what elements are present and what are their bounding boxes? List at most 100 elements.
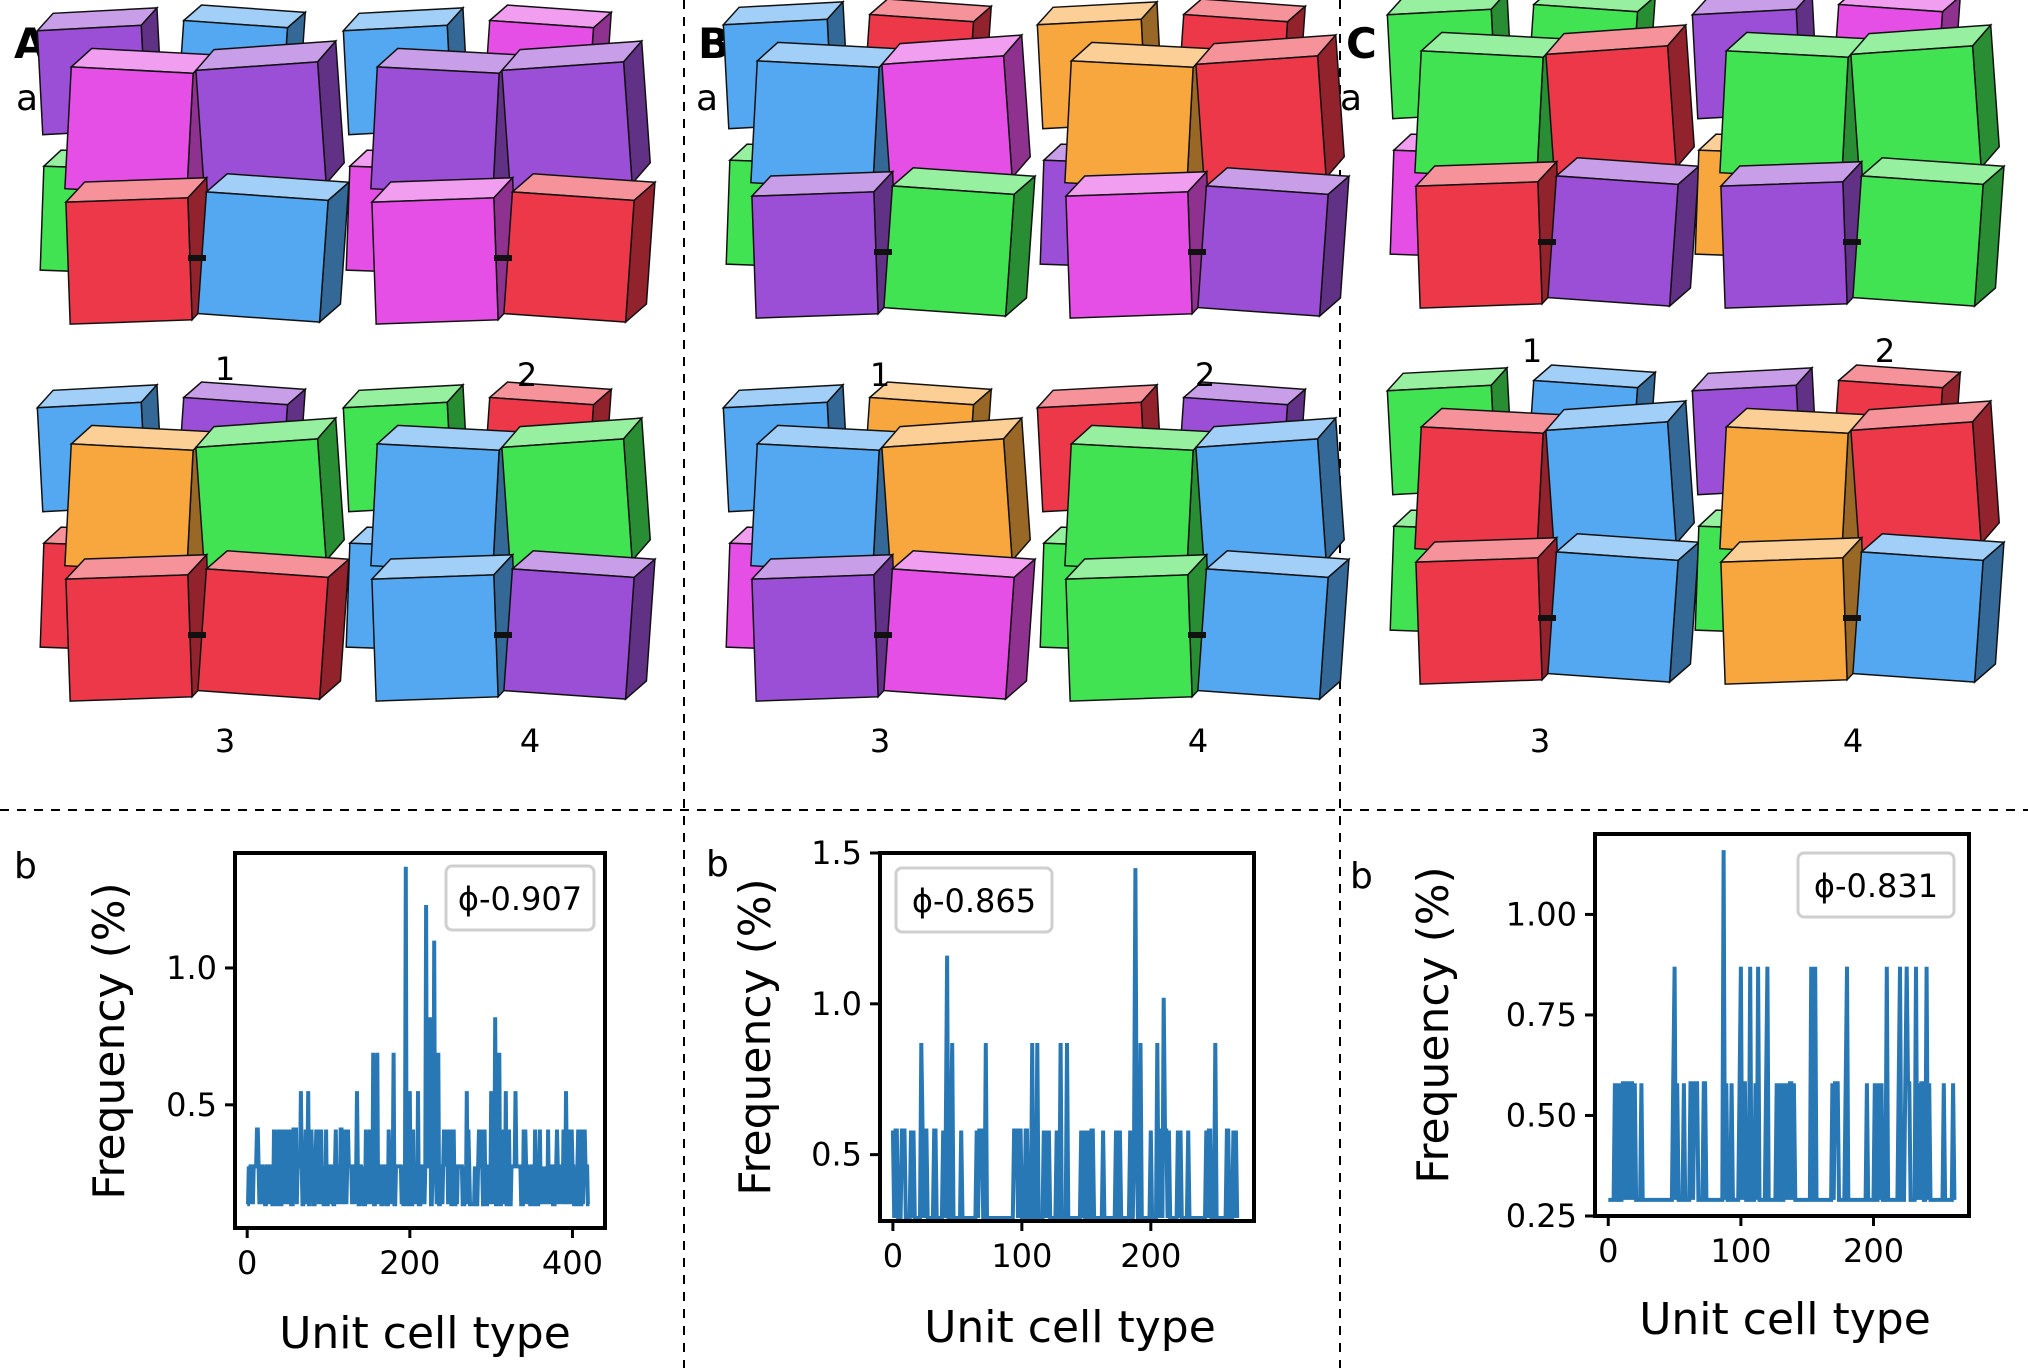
cell-label-c-3: 3 bbox=[1530, 722, 1550, 760]
sub-label-b-bottom: b bbox=[706, 844, 729, 885]
unit-cell-a-3 bbox=[35, 381, 351, 702]
unit-cell-a-2 bbox=[341, 4, 657, 325]
series-line bbox=[246, 866, 590, 1207]
chart-a: 0 200 400 0.5 1.0 ϕ-0.907 Unit cell type Fre… bbox=[84, 851, 607, 1359]
y-tick-label: 0.25 bbox=[1506, 1197, 1577, 1235]
chart-b-frame bbox=[878, 851, 1256, 1223]
cell-label-a-4: 4 bbox=[520, 722, 540, 760]
cube-front-4-front bbox=[1197, 568, 1329, 700]
cell-label-c-2: 2 bbox=[1875, 332, 1895, 370]
unit-cell-c-4 bbox=[1690, 364, 2006, 685]
y-tick-label: 0.5 bbox=[166, 1086, 217, 1124]
cube-front-1 bbox=[64, 47, 216, 197]
cube-front-3 bbox=[64, 552, 212, 702]
cube-front-3-front bbox=[1065, 191, 1193, 319]
y-tick-label: 1.0 bbox=[811, 985, 862, 1023]
cube-front-2 bbox=[880, 416, 1031, 570]
cube-front-4 bbox=[1547, 157, 1701, 308]
x-tick-label: 400 bbox=[542, 1244, 603, 1282]
cube-front-3-front bbox=[1415, 181, 1543, 309]
cube-front-1-front bbox=[370, 66, 500, 196]
cube-front-2-front bbox=[1195, 55, 1327, 187]
cube-front-3-front bbox=[1720, 181, 1848, 309]
cube-front-2-front bbox=[881, 55, 1013, 187]
cube-front-4-front bbox=[883, 185, 1015, 317]
cube-front-1-front bbox=[64, 443, 194, 573]
cube-front-3-front bbox=[751, 574, 879, 702]
cube-front-1-front bbox=[1414, 426, 1544, 556]
cube-front-4 bbox=[503, 173, 657, 324]
cube-front-3 bbox=[1414, 535, 1562, 685]
cell-label-b-2: 2 bbox=[1195, 356, 1215, 394]
sub-label-c-bottom: b bbox=[1350, 856, 1373, 897]
x-tick-label: 200 bbox=[1120, 1237, 1181, 1275]
cube-front-1-front bbox=[750, 443, 880, 573]
cube-front-3 bbox=[64, 175, 212, 325]
x-tick-label: 200 bbox=[379, 1244, 440, 1282]
y-tick-label: 1.00 bbox=[1506, 895, 1577, 933]
cube-front-1 bbox=[64, 424, 216, 574]
cube-front-1-front bbox=[1064, 60, 1194, 190]
cube-front-4 bbox=[503, 550, 657, 701]
cube-front-4 bbox=[1852, 157, 2006, 308]
cube-front-4-front bbox=[197, 568, 329, 700]
cube-front-2 bbox=[1849, 399, 2000, 553]
cube-front-3 bbox=[750, 169, 898, 319]
cube-front-1 bbox=[370, 424, 522, 574]
unit-cell-c-3 bbox=[1385, 364, 1701, 685]
cube-front-3 bbox=[370, 552, 518, 702]
cube-front-3 bbox=[1064, 552, 1212, 702]
cube-front-4 bbox=[883, 167, 1037, 318]
cube-front-1 bbox=[370, 47, 522, 197]
cube-front-1-front bbox=[1719, 426, 1849, 556]
cell-label-b-1: 1 bbox=[870, 356, 890, 394]
series-line bbox=[890, 868, 1240, 1220]
x-tick-label: 200 bbox=[1843, 1232, 1904, 1270]
cube-front-1-front bbox=[1414, 50, 1544, 180]
cell-label-c-4: 4 bbox=[1843, 722, 1863, 760]
cube-front-2-front bbox=[1545, 421, 1677, 553]
cube-front-2-front bbox=[501, 438, 633, 570]
chart-a-legend-box bbox=[444, 864, 596, 932]
chart-a-marks: 0 200 400 0.5 1.0 bbox=[166, 866, 603, 1282]
cube-front-4-front bbox=[1852, 175, 1984, 307]
chart-c-legend: ϕ-0.831 bbox=[1814, 867, 1938, 905]
cube-front-4-front bbox=[1197, 185, 1329, 317]
cube-front-3 bbox=[370, 175, 518, 325]
cube-front-3-front bbox=[1720, 557, 1848, 685]
cube-front-4-front bbox=[503, 568, 635, 700]
cube-front-2-front bbox=[195, 438, 327, 570]
y-tick-label: 0.50 bbox=[1506, 1096, 1577, 1134]
unit-cell-a-4 bbox=[341, 381, 657, 702]
chart-c-frame bbox=[1593, 832, 1971, 1218]
x-tick-label: 0 bbox=[237, 1244, 257, 1282]
chart-c: 0 100 200 0.25 0.50 0.75 1.00 ϕ-0.831 Unit cel… bbox=[1408, 832, 1971, 1345]
cube-front-1 bbox=[1064, 424, 1216, 574]
cube-front-4 bbox=[197, 173, 351, 324]
cube-front-3-front bbox=[371, 197, 499, 325]
cube-front-2-front bbox=[501, 61, 633, 193]
cube-front-2 bbox=[194, 39, 345, 193]
chart-b-marks: 0 100 200 0.5 1.0 1.5 bbox=[811, 834, 1240, 1275]
unit-cell-b-3 bbox=[721, 381, 1037, 702]
series-line bbox=[1608, 850, 1957, 1202]
cell-label-a-3: 3 bbox=[215, 722, 235, 760]
y-tick-label: 0.75 bbox=[1506, 996, 1577, 1034]
cube-front-3 bbox=[750, 552, 898, 702]
cube-front-3-front bbox=[1065, 574, 1193, 702]
cell-label-c-1: 1 bbox=[1522, 332, 1542, 370]
chart-b-xlabel: Unit cell type bbox=[924, 1302, 1216, 1353]
cube-front-4-front bbox=[503, 191, 635, 323]
cube-front-2-front bbox=[195, 61, 327, 193]
cube-front-1 bbox=[1064, 41, 1216, 191]
chart-b-legend-box bbox=[894, 866, 1054, 934]
cube-front-2-front bbox=[1850, 421, 1982, 553]
sub-label-a-bottom: b bbox=[14, 846, 37, 887]
y-tick-label: 0.5 bbox=[811, 1136, 862, 1174]
cube-front-4 bbox=[197, 550, 351, 701]
unit-cell-b-1 bbox=[721, 0, 1037, 319]
cube-front-2 bbox=[880, 33, 1031, 187]
cell-label-b-3: 3 bbox=[870, 722, 890, 760]
sub-label-a-top: a bbox=[16, 78, 38, 119]
